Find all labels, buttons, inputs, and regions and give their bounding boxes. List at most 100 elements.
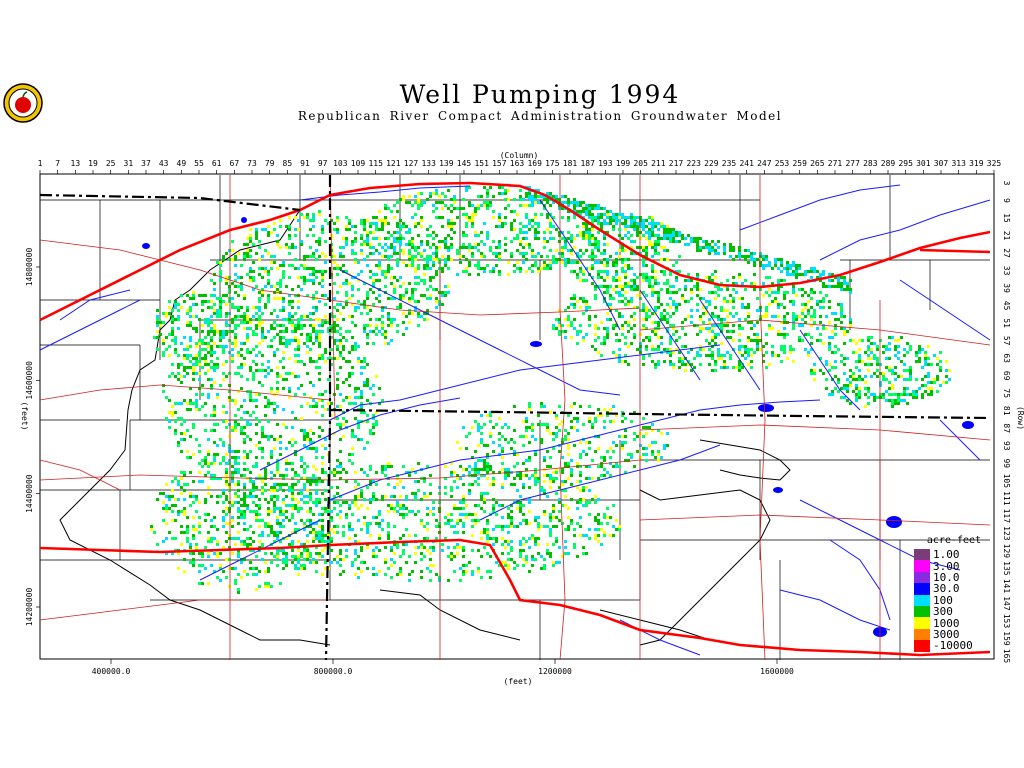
column-tick-label: 307 [934,159,949,168]
column-tick-label: 259 [792,159,807,168]
column-tick-label: 97 [318,159,328,168]
row-tick-label: 159 [1002,631,1011,646]
legend-entry: 10.0 [914,570,994,584]
row-tick-label: 27 [1002,248,1011,258]
column-tick-label: 115 [368,159,383,168]
column-tick-label: 79 [265,159,275,168]
column-axis-label: (Column) [500,151,539,160]
legend-entry: 30.0 [914,582,994,596]
legend-entry: 100 [914,593,994,607]
row-tick-label: 45 [1002,301,1011,311]
column-tick-label: 25 [106,159,116,168]
column-tick-label: 67 [230,159,240,168]
column-tick-label: 73 [247,159,257,168]
row-tick-label: 63 [1002,353,1011,363]
row-axis-label: (Row) [1016,406,1024,430]
column-tick-label: 19 [88,159,98,168]
legend-entry: 1000 [914,617,994,629]
row-tick-label: 75 [1002,388,1011,398]
column-tick-label: 43 [159,159,169,168]
column-tick-label: 85 [283,159,293,168]
column-tick-label: 139 [439,159,454,168]
column-tick-label: 181 [563,159,578,168]
logo [2,82,44,124]
legend-swatch [914,549,930,561]
column-tick-label: 31 [124,159,134,168]
column-tick-label: 157 [492,159,507,168]
legend-entry: 3.00 [914,559,994,573]
row-tick-label: 165 [1002,649,1011,664]
legend-entry: 1.00 [914,548,994,562]
legend-label: 100 [933,593,953,607]
row-tick-label: 3 [1002,181,1011,186]
y-feet-tick-label: 14600000 [25,361,34,400]
legend-label: 3000 [933,627,960,641]
row-tick-label: 123 [1002,526,1011,541]
legend-label: 3.00 [933,559,960,573]
column-tick-label: 205 [633,159,648,168]
legend-label: 1.00 [933,548,960,562]
legend-label: 30.0 [933,582,960,596]
column-tick-label: 49 [177,159,187,168]
pumping-cells [150,186,951,594]
column-tick-label: 211 [651,159,666,168]
row-tick-label: 99 [1002,458,1011,468]
column-tick-label: 313 [951,159,966,168]
row-tick-label: 81 [1002,406,1011,416]
plot-frame [39,173,995,660]
legend-swatch [914,640,930,652]
state-lines [39,175,991,661]
column-tick-label: 241 [739,159,754,168]
legend-entry: -10000 [914,639,994,653]
legend: acre-feet 1.00 3.00 10.0 30.0 100 300 1000 3000… [914,535,994,652]
column-tick-label: 121 [386,159,401,168]
legend-swatch [914,583,930,595]
rivers [39,184,991,656]
column-tick-label: 163 [510,159,525,168]
column-tick-label: 13 [71,159,81,168]
column-tick-label: 1 [38,159,43,168]
row-tick-label: 105 [1002,474,1011,489]
column-tick-label: 235 [722,159,737,168]
legend-label: 10.0 [933,570,960,584]
y-feet-tick-label: 14200000 [25,588,34,627]
column-tick-label: 91 [300,159,310,168]
row-tick-label: 57 [1002,336,1011,346]
column-tick-label: 169 [527,159,542,168]
legend-entry: 300 [914,605,994,619]
row-tick-label: 69 [1002,371,1011,381]
column-tick-label: 7 [55,159,60,168]
column-tick-label: 283 [863,159,878,168]
row-tick-label: 135 [1002,561,1011,576]
map-subtitle: Republican River Compact Administration … [297,109,783,123]
x-feet-axis-label: (feet) [504,677,533,686]
legend-label: 300 [933,605,953,619]
row-tick-label: 93 [1002,441,1011,451]
column-tick-label: 289 [881,159,896,168]
x-feet-tick-label: 400000.0 [92,667,131,676]
column-tick-label: 175 [545,159,560,168]
legend-swatch [914,571,930,584]
row-tick-label: 129 [1002,544,1011,559]
column-tick-label: 109 [351,159,366,168]
legend-swatch [914,605,930,618]
column-tick-label: 61 [212,159,222,168]
column-tick-label: 319 [969,159,984,168]
row-tick-label: 87 [1002,423,1011,433]
row-tick-label: 51 [1002,318,1011,328]
row-tick-label: 39 [1002,283,1011,293]
legend-swatch [914,594,930,606]
legend-title: acre-feet [926,535,982,546]
legend-swatch [914,617,930,629]
apple-icon [15,97,31,113]
legend-label: -10000 [933,639,973,653]
y-feet-tick-label: 14400000 [25,474,34,513]
column-tick-label: 55 [194,159,204,168]
x-feet-tick-label: 1200000 [538,667,572,676]
column-tick-label: 295 [898,159,913,168]
column-tick-label: 229 [704,159,719,168]
column-tick-label: 187 [580,159,595,168]
column-tick-label: 199 [616,159,631,168]
legend-swatch [914,560,930,572]
column-tick-label: 133 [421,159,436,168]
